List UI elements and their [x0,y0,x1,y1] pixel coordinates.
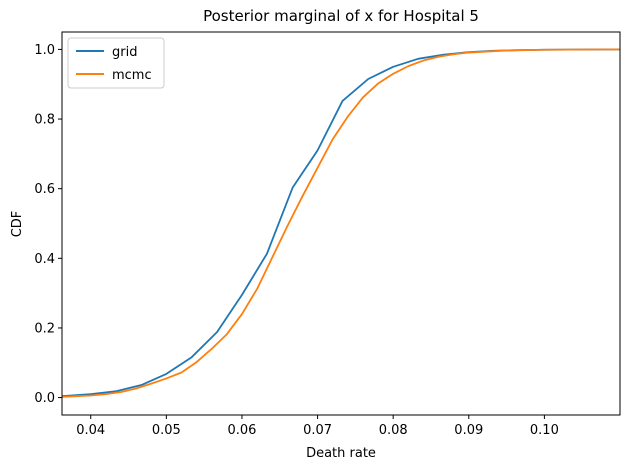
series-line-mcmc [62,48,620,398]
y-tick-label: 1.0 [34,43,55,58]
y-tick-label: 0.0 [34,391,55,406]
x-tick-label: 0.05 [152,423,181,438]
legend: grid mcmc [67,37,165,89]
axes-frame [61,31,621,416]
y-tick-label: 0.6 [34,182,55,197]
series-lines [62,48,620,398]
y-tick-label: 0.8 [34,113,55,128]
y-axis-label: CDF [10,211,25,238]
x-tick-label: 0.04 [76,423,105,438]
y-tick-label: 0.2 [34,321,55,336]
y-tick-label: 0.4 [34,252,55,267]
axis-ticks: 0.04 0.05 0.06 0.07 0.08 0.09 0.10 0.0 0.2 0.4 0.6… [34,43,559,438]
x-axis-label: Death rate [306,446,376,461]
legend-label-mcmc: mcmc [112,68,152,83]
x-tick-label: 0.08 [379,423,408,438]
chart-title: Posterior marginal of x for Hospital 5 [203,7,479,25]
x-tick-label: 0.09 [454,423,483,438]
x-tick-label: 0.10 [530,423,559,438]
legend-label-grid: grid [112,45,137,60]
x-tick-label: 0.07 [303,423,332,438]
x-tick-label: 0.06 [227,423,256,438]
